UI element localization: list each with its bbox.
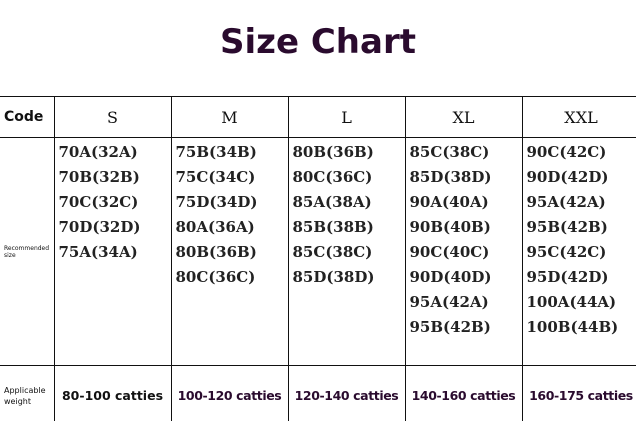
size-item: 80B(36B): [175, 243, 257, 261]
size-item: 80C(36C): [292, 168, 373, 186]
size-item: 90D(40D): [409, 268, 492, 286]
size-item: 85C(38C): [292, 243, 373, 261]
sizes-m: 75B(34B) 75C(34C) 75D(34D) 80A(36A) 80B(36B)…: [170, 137, 289, 366]
size-item: 95D(42D): [526, 268, 609, 286]
size-item: 85A(38A): [292, 193, 372, 211]
size-item: 70B(32B): [58, 168, 140, 186]
size-table: Code S M L XL XXL Recommended size 70A(3…: [0, 96, 636, 421]
size-item: 90B(40B): [409, 218, 491, 236]
size-item: 80B(36B): [292, 143, 374, 161]
size-item: 75B(34B): [175, 143, 257, 161]
page-title: Size Chart: [220, 22, 416, 62]
code-header: Code: [0, 96, 55, 138]
sizes-s: 70A(32A) 70B(32B) 70C(32C) 70D(32D) 75A(34A): [53, 137, 172, 366]
size-item: 75D(34D): [175, 193, 258, 211]
size-item: 70A(32A): [58, 143, 138, 161]
size-item: 95B(42B): [526, 218, 608, 236]
header-row: Code S M L XL XXL: [0, 96, 636, 138]
size-header-l: L: [287, 96, 406, 138]
weight-xl: 140-160 catties: [404, 365, 523, 421]
size-header-xl: XL: [404, 96, 523, 138]
sizes-xxl: 90C(42C) 90D(42D) 95A(42A) 95B(42B) 95C(42C)…: [521, 137, 636, 366]
weight-label: Applicable weight: [0, 365, 55, 421]
size-item: 85B(38B): [292, 218, 374, 236]
size-item: 95B(42B): [409, 318, 491, 336]
weight-m: 100-120 catties: [170, 365, 289, 421]
sizes-xl: 85C(38C) 85D(38D) 90A(40A) 90B(40B) 90C(40C)…: [404, 137, 523, 366]
weight-xxl: 160-175 catties: [521, 365, 636, 421]
size-item: 80C(36C): [175, 268, 256, 286]
size-item: 70C(32C): [58, 193, 139, 211]
size-item: 80A(36A): [175, 218, 255, 236]
size-item: 95A(42A): [526, 193, 606, 211]
size-item: 95A(42A): [409, 293, 489, 311]
recommended-row: Recommended size 70A(32A) 70B(32B) 70C(32C…: [0, 137, 636, 366]
weight-l: 120-140 catties: [287, 365, 406, 421]
size-item: 90D(42D): [526, 168, 609, 186]
size-item: 75C(34C): [175, 168, 256, 186]
size-item: 85D(38D): [292, 268, 375, 286]
sizes-l: 80B(36B) 80C(36C) 85A(38A) 85B(38B) 85C(38C)…: [287, 137, 406, 366]
size-item: 90A(40A): [409, 193, 489, 211]
size-item: 100B(44B): [526, 318, 619, 336]
size-header-s: S: [53, 96, 172, 138]
size-item: 95C(42C): [526, 243, 607, 261]
size-header-m: M: [170, 96, 289, 138]
size-header-xxl: XXL: [521, 96, 636, 138]
size-item: 85C(38C): [409, 143, 490, 161]
size-item: 75A(34A): [58, 243, 138, 261]
size-item: 85D(38D): [409, 168, 492, 186]
size-item: 90C(40C): [409, 243, 490, 261]
size-item: 90C(42C): [526, 143, 607, 161]
weight-s: 80-100 catties: [53, 365, 172, 421]
weight-row: Applicable weight 80-100 catties 100-120…: [0, 365, 636, 421]
recommended-label: Recommended size: [0, 137, 55, 366]
size-item: 70D(32D): [58, 218, 141, 236]
size-item: 100A(44A): [526, 293, 617, 311]
